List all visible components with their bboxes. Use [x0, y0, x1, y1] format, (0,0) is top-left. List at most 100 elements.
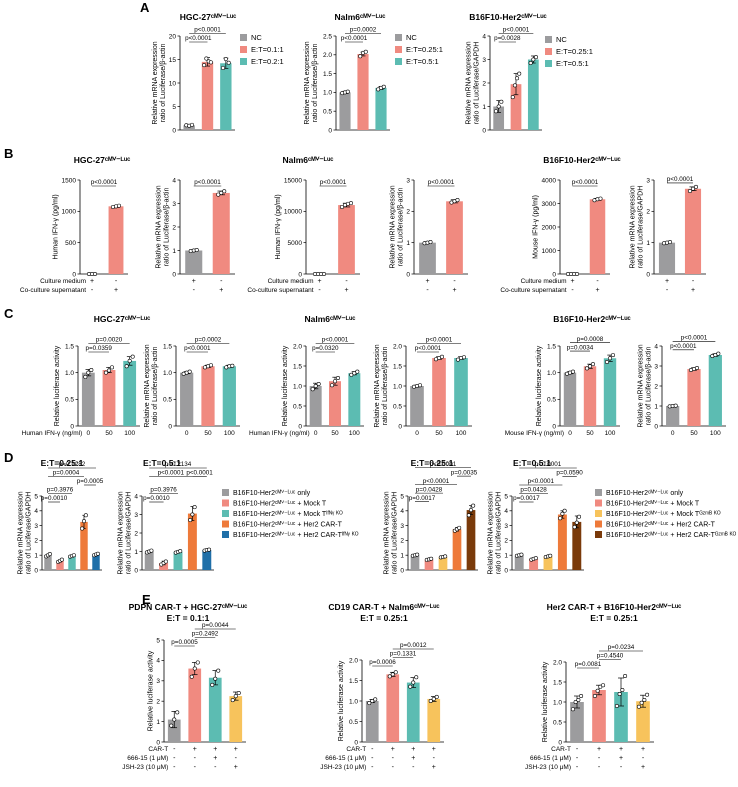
y-axis-label: Human IFN-γ (pg/ml): [275, 194, 282, 259]
y-tick-label: 0.5: [553, 719, 562, 726]
sig-label: p=0.3976: [47, 487, 74, 494]
sig-label: p=0.0002: [195, 337, 222, 344]
y-axis-label: Relative mRNA expression: [487, 491, 494, 574]
y-tick-label: 15: [169, 57, 177, 64]
y-tick-label: 2: [172, 224, 176, 231]
x-row-mark: -: [426, 287, 429, 294]
data-point: [534, 55, 539, 60]
y-axis-label: Relative luciferase activity: [147, 650, 154, 731]
y-tick-label: 0.5: [65, 397, 74, 404]
data-point: [570, 369, 575, 374]
x-row-mark: -: [412, 764, 415, 771]
data-point: [209, 363, 214, 368]
sig-label: p=0.0002: [350, 27, 377, 34]
bar: [56, 560, 64, 570]
chart-title: B16F10-Her2ᶜᴹⱽ⁻ᴸᵘᶜ: [469, 12, 547, 22]
y-axis-label: ratio of Luciferase/GAPDH: [637, 186, 644, 268]
legend-swatch: [222, 520, 229, 528]
legend-swatch: [395, 34, 402, 41]
x-row-mark: +: [213, 746, 217, 753]
y-tick-label: 2.0: [393, 343, 402, 350]
sig-label: p=0.0006: [369, 659, 396, 666]
y-tick-label: 1: [654, 403, 658, 410]
y-tick-label: 0: [298, 271, 302, 278]
data-point: [330, 383, 335, 388]
bar: [80, 521, 88, 570]
sig-label: p=0.0005: [171, 639, 198, 646]
y-tick-label: 0.5: [393, 403, 402, 410]
data-point: [457, 525, 462, 530]
panel-letter-C: C: [4, 306, 14, 321]
y-axis-label: Relative mRNA expression: [465, 41, 472, 124]
y-tick-label: 1.0: [163, 370, 172, 377]
y-tick-label: 1: [400, 553, 404, 560]
y-axis-label: ratio of Luciferase/GAPDH: [391, 492, 398, 574]
y-tick-label: 5000: [288, 240, 303, 247]
bar: [68, 555, 76, 570]
sig-label: p<0.0001: [428, 179, 455, 186]
chart-A2: Nalm6ᶜᴹⱽ⁻ᴸᵘᶜ 0 0.5 1.0 1.5 2.0 2.5 Relative mRN…: [304, 12, 390, 134]
data-point: [519, 552, 524, 557]
y-tick-label: 4000: [542, 177, 557, 184]
sig-label: p<0.0001: [185, 35, 212, 42]
y-axis-label: Relative luciferase activity: [338, 660, 345, 741]
bar: [375, 87, 387, 130]
chart-title: E:T=0.5:1: [513, 458, 551, 468]
y-tick-label: 0: [646, 271, 650, 278]
y-tick-label: 2: [504, 538, 508, 545]
chart-D2: E:T=0.5:1 0 1 2 3 4 Relative mRNA expression ra…: [117, 458, 214, 575]
data-point: [204, 56, 209, 61]
y-axis-label: Relative mRNA expression: [17, 491, 24, 574]
sig-label: p<0.0001: [681, 335, 708, 342]
x-row-label: JSH-23 (10 μM): [525, 764, 571, 771]
y-tick-label: 1000: [62, 209, 77, 216]
bar: [212, 192, 230, 274]
y-tick-label: 2: [406, 209, 410, 216]
legend-label: B16F10-Her2ᶜᴹⱽ⁻ᴸᵘᶜ + Her2 CAR-T: [233, 521, 343, 529]
x-row-mark: +: [432, 764, 436, 771]
y-tick-label: 2: [482, 80, 486, 87]
bar: [636, 701, 650, 742]
legend-swatch: [240, 34, 247, 41]
data-point: [533, 556, 538, 561]
data-point: [187, 369, 192, 374]
chart-D3: E:T=0.25:1 0 1 2 3 4 5 Relative mRNA expression…: [383, 458, 478, 575]
bar: [438, 556, 448, 570]
y-tick-label: 0.5: [349, 719, 358, 726]
data-point: [614, 703, 619, 708]
y-tick-label: 1.5: [163, 343, 172, 350]
data-point: [393, 670, 398, 675]
y-tick-label: 2: [34, 538, 38, 545]
data-point: [574, 271, 579, 276]
x-row-mark: +: [619, 755, 623, 762]
bar: [108, 206, 124, 274]
data-point: [499, 99, 504, 104]
sig-label: p<0.0001: [186, 470, 213, 477]
data-point: [124, 364, 129, 369]
x-row-label: 666-15 (1 μM): [325, 755, 366, 762]
bar: [202, 550, 212, 570]
y-tick-label: 0.5: [547, 397, 556, 404]
x-row-mark: -: [193, 287, 196, 294]
legend-swatch: [545, 60, 552, 67]
legend-label: E:T=0.1:1: [251, 45, 284, 54]
y-tick-label: 1.0: [349, 698, 358, 705]
data-point: [408, 684, 413, 689]
x-row-mark: +: [619, 746, 623, 753]
bar: [92, 554, 100, 570]
legend-swatch: [222, 531, 229, 538]
data-point: [194, 248, 199, 253]
data-point: [584, 366, 589, 371]
y-tick-label: 0: [552, 423, 556, 430]
y-tick-label: 1.0: [293, 383, 302, 390]
bar: [432, 358, 446, 426]
data-point: [455, 357, 460, 362]
y-tick-label: 0: [552, 271, 556, 278]
y-tick-label: 1.0: [323, 90, 332, 97]
bar: [44, 555, 52, 570]
legend-label: B16F10-Her2ᶜᴹⱽ⁻ᴸᵘᶜ + Mock Tᴳᶻᵐᴮ ᴷᴼ: [606, 510, 721, 518]
bar: [348, 373, 361, 426]
y-tick-label: 2: [156, 699, 160, 706]
